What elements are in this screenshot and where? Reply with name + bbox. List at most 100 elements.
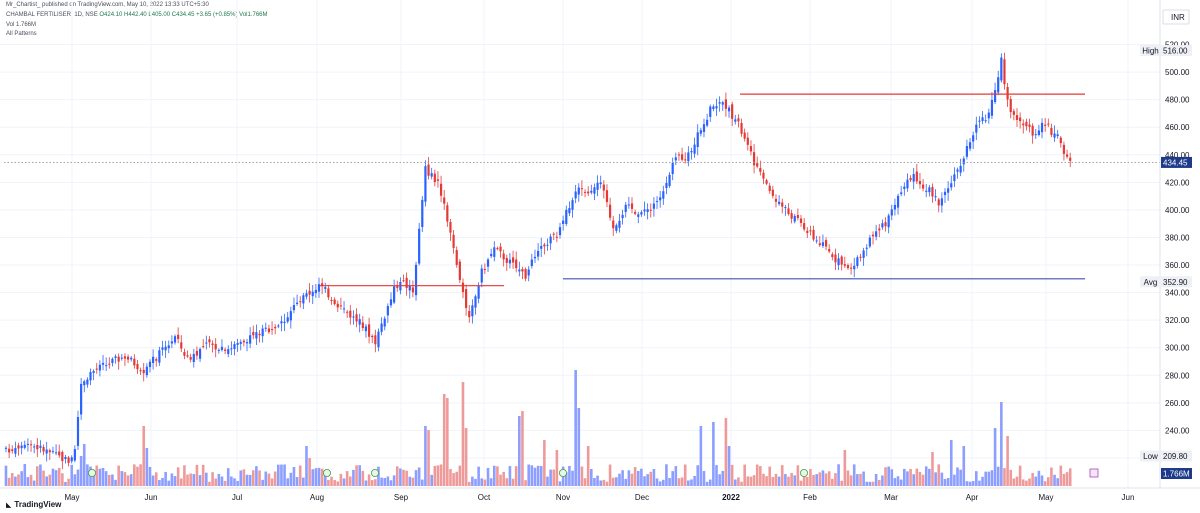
- volume-bar: [98, 468, 102, 486]
- candle-body: [1000, 57, 1003, 81]
- volume-bar: [82, 444, 86, 486]
- candle-body: [799, 218, 803, 223]
- candle-body: [73, 449, 76, 461]
- candle-body: [123, 356, 127, 359]
- volume-bar: [114, 479, 117, 486]
- price-tick-label: 480.00: [1165, 96, 1190, 105]
- candle-body: [264, 327, 267, 329]
- candle-body: [76, 417, 80, 446]
- volume-bar: [668, 478, 671, 486]
- candle-body: [743, 132, 746, 139]
- candle-body: [771, 189, 774, 196]
- volume-bar: [489, 478, 493, 486]
- candle-body: [900, 192, 903, 195]
- volume-bar: [871, 481, 875, 486]
- candle-body: [173, 336, 177, 343]
- candle-body: [101, 362, 105, 365]
- candle-body: [596, 182, 599, 190]
- patterns-label[interactable]: All Patterns: [6, 31, 37, 37]
- volume-bar: [546, 476, 549, 486]
- candle-body: [846, 265, 850, 268]
- volume-bar: [161, 477, 164, 486]
- volume-bar: [699, 426, 703, 486]
- price-tick-label: 400.00: [1165, 206, 1190, 215]
- volume-bar: [67, 478, 70, 486]
- volume-bar: [987, 471, 991, 486]
- volume-bar: [20, 471, 23, 486]
- volume-bar: [73, 474, 77, 486]
- candle-body: [962, 158, 965, 165]
- candle-body: [361, 322, 364, 329]
- candle-body: [386, 306, 389, 316]
- volume-bar: [345, 471, 349, 486]
- symbol-line[interactable]: CHAMBAL FERTILISER, 1D, NSE O424.10 H442…: [6, 12, 268, 18]
- volume-bar: [931, 452, 934, 486]
- volume-bar: [784, 474, 787, 486]
- avg-tag-label-bg: [1140, 276, 1161, 288]
- volume-bar: [1018, 465, 1022, 486]
- volume-bar: [946, 478, 950, 486]
- volume-bar: [414, 470, 418, 486]
- volume-bar: [662, 479, 665, 486]
- candle-body: [909, 178, 912, 181]
- candle-body: [155, 359, 158, 361]
- candle-body: [1019, 117, 1022, 122]
- volume-bar: [123, 472, 127, 486]
- candle-body: [740, 123, 743, 134]
- candle-body: [828, 249, 831, 252]
- candle-body: [1065, 154, 1069, 157]
- volume-bar: [590, 468, 593, 486]
- volume-bar: [255, 466, 258, 486]
- candle-body: [83, 381, 86, 386]
- volume-bar: [724, 418, 728, 486]
- volume-bar: [508, 466, 512, 486]
- candle-body: [421, 199, 424, 228]
- candle-body: [80, 383, 83, 415]
- candle-body: [837, 258, 840, 266]
- volume-bar: [311, 469, 315, 486]
- candle-body: [840, 256, 843, 265]
- volume-bar: [796, 465, 800, 486]
- candle-body: [515, 259, 518, 269]
- candle-body: [721, 102, 724, 105]
- volume-bar: [1062, 473, 1066, 486]
- volume-bar: [693, 475, 696, 486]
- volume-bar: [574, 370, 577, 486]
- candle-body: [893, 204, 897, 210]
- candle-body: [280, 321, 283, 324]
- volume-bar: [226, 468, 230, 486]
- candle-body: [317, 284, 321, 292]
- candle-body: [818, 243, 821, 246]
- candle-body: [189, 356, 192, 360]
- tradingview-footer[interactable]: ◣ TradingView: [6, 500, 61, 509]
- volume-bar: [242, 469, 246, 486]
- volume-bar: [107, 474, 111, 486]
- volume-line[interactable]: Vol 1.766M: [6, 22, 37, 28]
- volume-bar: [461, 382, 465, 486]
- candle-body: [593, 187, 596, 194]
- volume-bar: [849, 475, 853, 486]
- time-tick-label: Feb: [803, 493, 817, 502]
- volume-bar: [887, 466, 890, 486]
- candle-body: [793, 216, 796, 222]
- volume-bar: [790, 472, 793, 486]
- candle-body: [718, 102, 721, 104]
- volume-bar: [809, 469, 812, 486]
- candle-body: [4, 447, 8, 449]
- candle-body: [1037, 130, 1040, 135]
- volume-bar: [433, 465, 437, 486]
- candle-body: [274, 326, 277, 329]
- volume-bar: [314, 468, 318, 486]
- ohlc-values: O424.10 H442.40 L405.00 C434.45 +3.65 (+…: [99, 12, 268, 18]
- candle-body: [784, 207, 787, 209]
- volume-tag-bg: [1161, 468, 1192, 479]
- volume-bar: [518, 416, 521, 486]
- volume-bar: [524, 480, 527, 486]
- candle-body: [662, 191, 665, 199]
- candle-body: [286, 317, 289, 322]
- volume-bar: [605, 481, 609, 486]
- candle-body: [436, 179, 440, 181]
- candle-body: [724, 99, 727, 109]
- volume-bar: [834, 473, 837, 486]
